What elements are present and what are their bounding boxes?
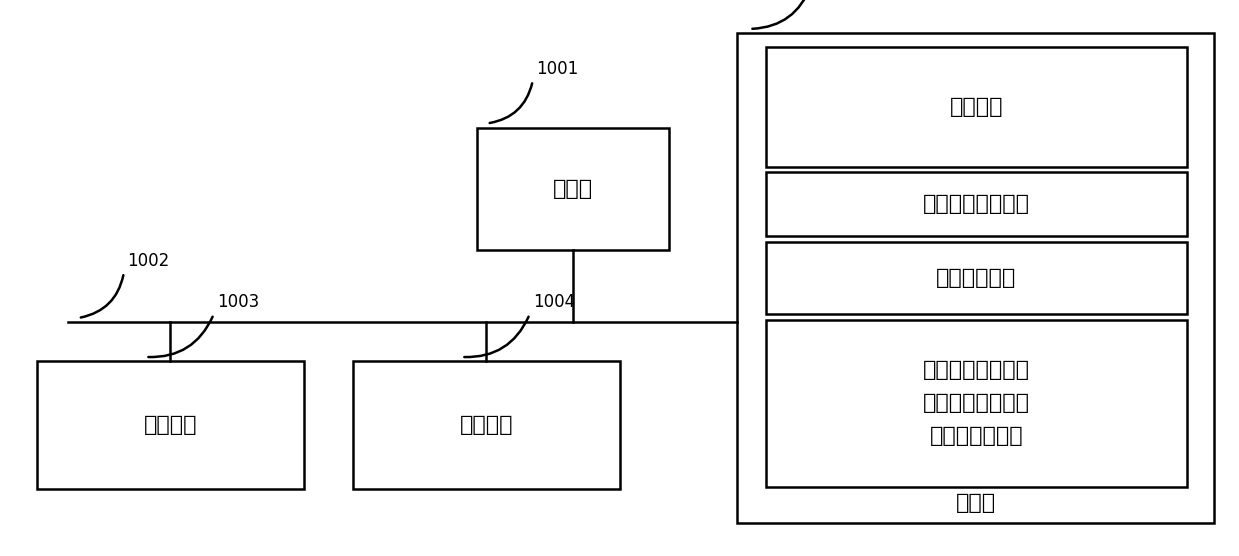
Bar xyxy=(766,172,1187,236)
Text: 网络连接程序: 网络连接程序 xyxy=(937,268,1016,288)
Text: 处理器: 处理器 xyxy=(553,179,593,199)
Bar xyxy=(37,361,304,489)
Text: 1002: 1002 xyxy=(128,252,170,270)
Bar xyxy=(353,361,620,489)
Text: 网络接口: 网络接口 xyxy=(460,415,513,435)
Bar xyxy=(766,320,1187,486)
Bar xyxy=(477,128,669,250)
Text: 用户接口: 用户接口 xyxy=(144,415,197,435)
Text: 数据接口控制程序: 数据接口控制程序 xyxy=(923,195,1030,214)
Text: 存储器: 存储器 xyxy=(955,493,996,513)
Text: 1004: 1004 xyxy=(533,294,575,311)
Bar xyxy=(766,242,1187,314)
Text: 基于中尺度模型和
微尺度模型结合的
风资源计算程序: 基于中尺度模型和 微尺度模型结合的 风资源计算程序 xyxy=(923,360,1030,446)
Text: 1003: 1003 xyxy=(218,294,260,311)
Text: 操作系统: 操作系统 xyxy=(949,97,1004,117)
Bar xyxy=(766,47,1187,167)
Bar xyxy=(737,33,1214,523)
Text: 1001: 1001 xyxy=(536,60,579,78)
